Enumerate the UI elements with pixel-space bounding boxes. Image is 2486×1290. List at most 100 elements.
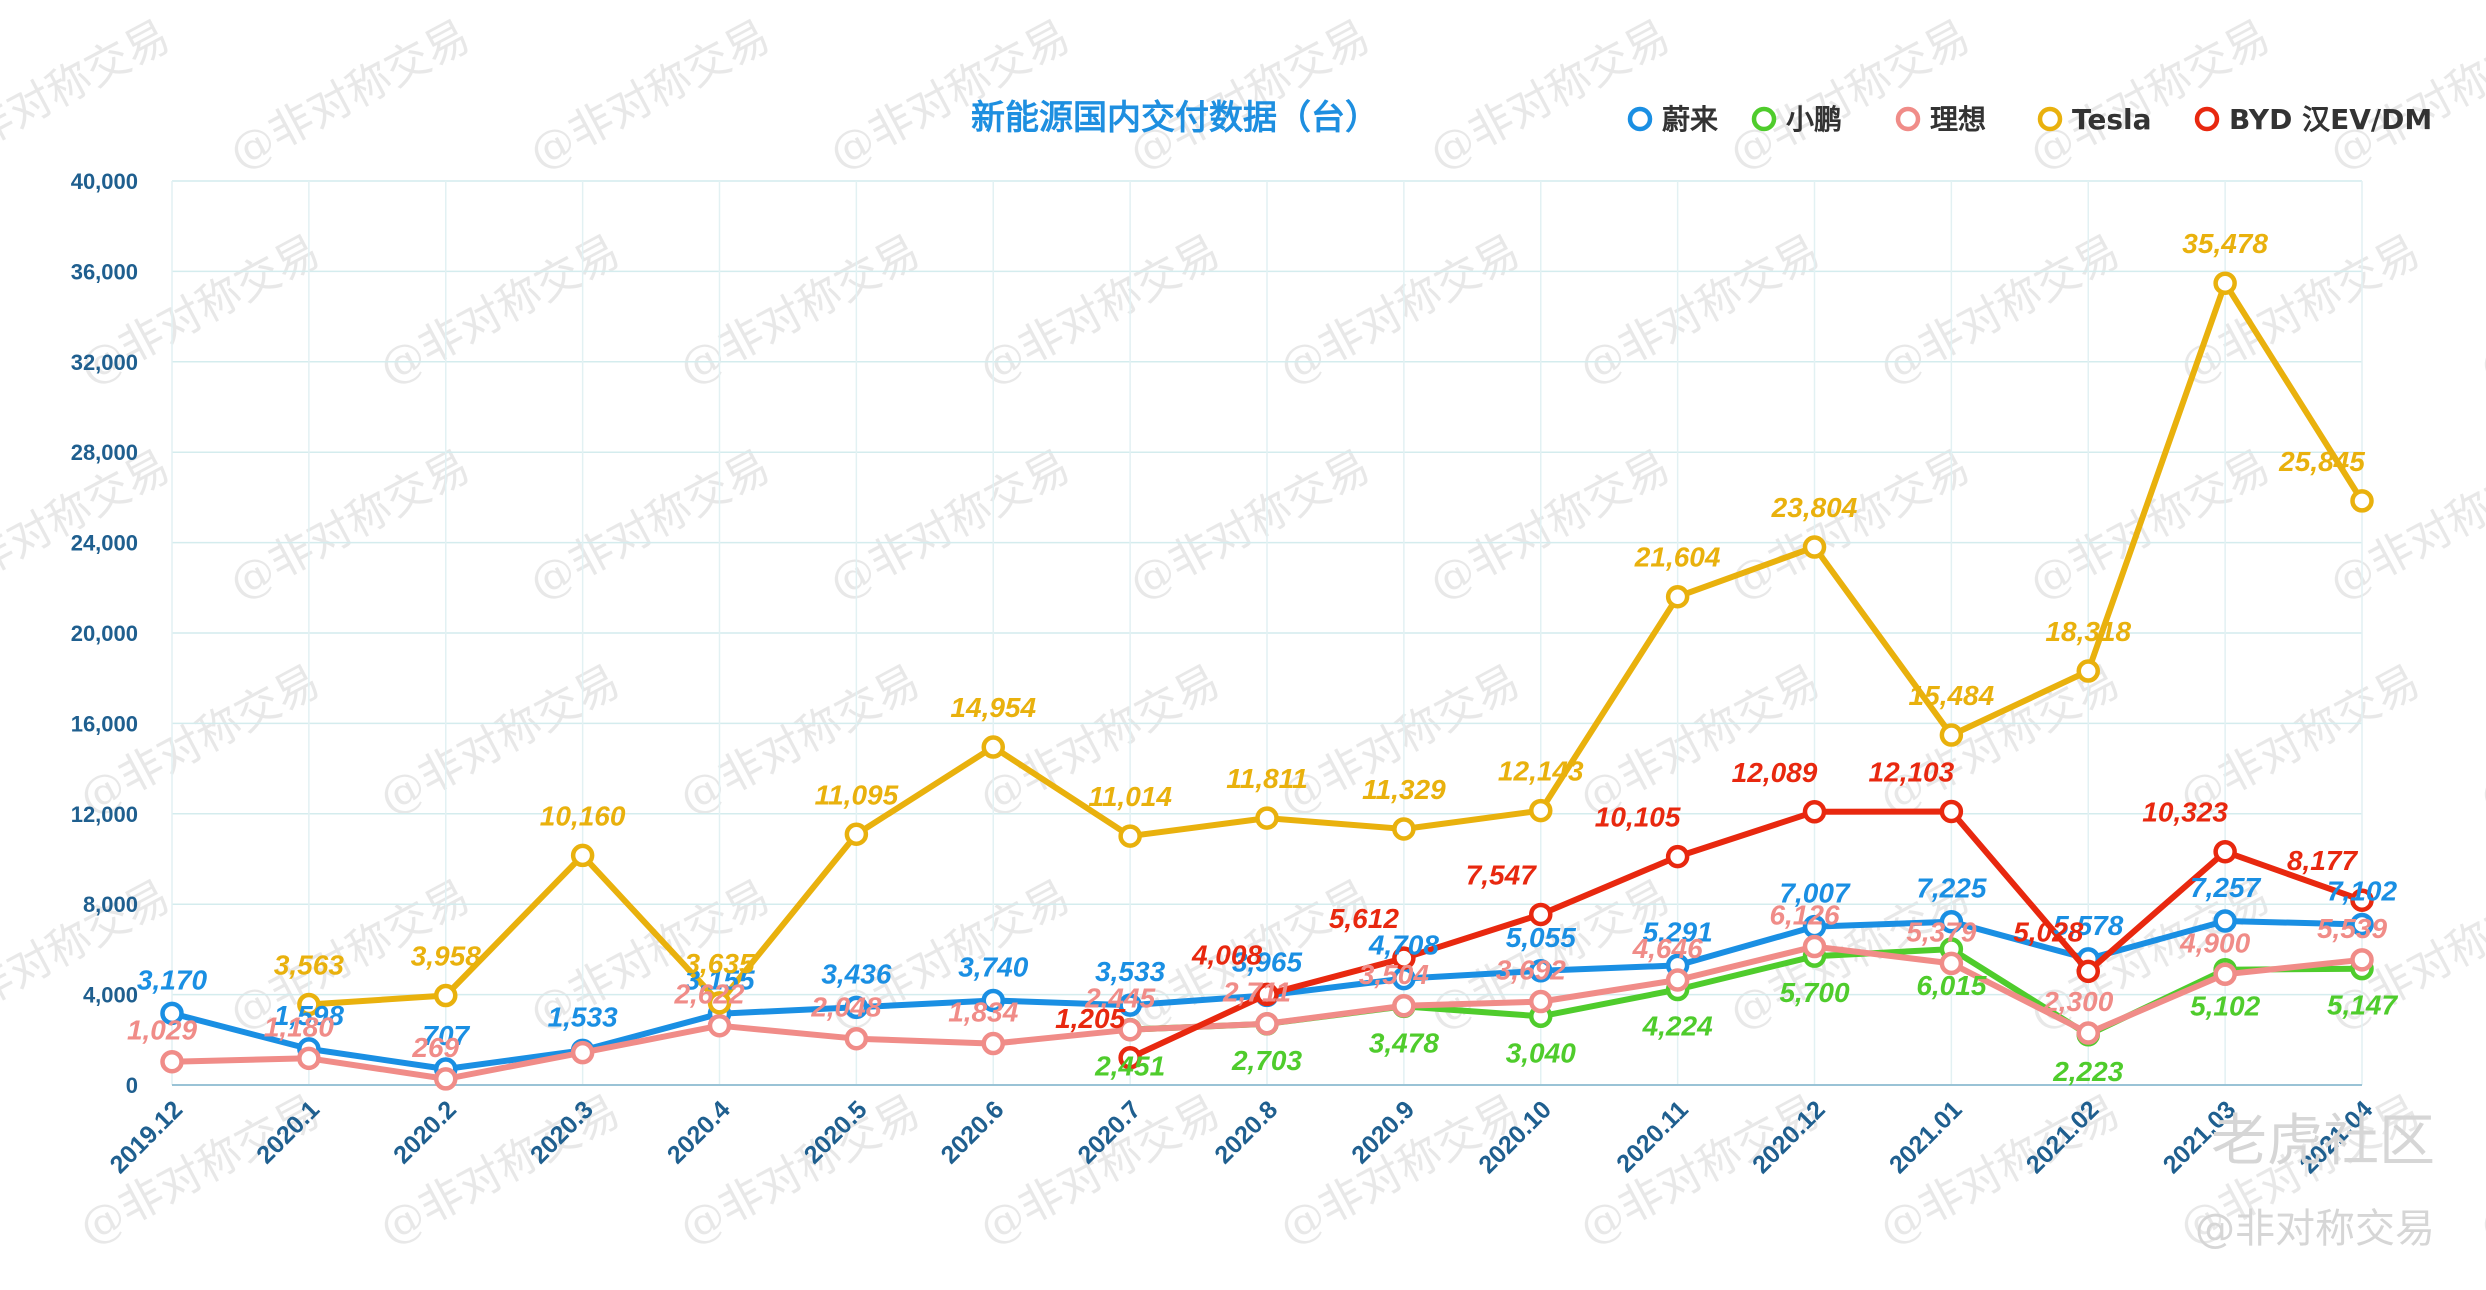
data-label: 18,318 bbox=[2045, 616, 2131, 647]
data-point[interactable] bbox=[1118, 993, 1142, 1017]
data-point[interactable] bbox=[1939, 951, 1964, 976]
data-point[interactable] bbox=[1529, 798, 1553, 823]
watermark-text: @非对称交易 bbox=[1271, 226, 1528, 395]
data-point[interactable] bbox=[1255, 1011, 1279, 1036]
data-point[interactable] bbox=[2350, 912, 2374, 937]
legend-marker-icon bbox=[1627, 106, 1653, 132]
data-label: 5,291 bbox=[1643, 916, 1713, 947]
data-point[interactable] bbox=[1529, 959, 1553, 983]
data-point[interactable] bbox=[844, 995, 869, 1020]
data-label: 1,180 bbox=[264, 1011, 334, 1042]
data-point[interactable] bbox=[1118, 1046, 1142, 1070]
watermark-text: @非对称交易 bbox=[1571, 656, 1828, 825]
y-tick-label: 12,000 bbox=[71, 802, 138, 827]
data-point[interactable] bbox=[981, 1031, 1005, 1056]
data-point[interactable] bbox=[2350, 948, 2374, 972]
series-line bbox=[305, 280, 2365, 1008]
data-point[interactable] bbox=[2350, 888, 2374, 912]
data-point[interactable] bbox=[160, 1001, 184, 1026]
data-label: 7,257 bbox=[2190, 872, 2261, 903]
data-point[interactable] bbox=[707, 991, 732, 1015]
data-point[interactable] bbox=[1802, 934, 1827, 959]
legend-item[interactable]: 理想 bbox=[1895, 103, 1986, 136]
data-label: 5,147 bbox=[2327, 990, 2398, 1021]
data-label: 6,126 bbox=[1769, 900, 1839, 931]
data-label: 1,598 bbox=[274, 1000, 344, 1031]
chart-title: 新能源国内交付数据（台） bbox=[971, 98, 1379, 138]
data-point[interactable] bbox=[844, 1026, 869, 1051]
legend[interactable]: 蔚来 小鹏 理想 Tesla BYD 汉EV/DM bbox=[1627, 103, 2432, 136]
data-point[interactable] bbox=[297, 1046, 321, 1071]
y-tick-label: 8,000 bbox=[83, 892, 138, 917]
watermark-text: @非对称交易 bbox=[521, 441, 778, 610]
legend-item[interactable]: 小鹏 bbox=[1751, 103, 1842, 136]
data-point[interactable] bbox=[2213, 271, 2237, 295]
data-point[interactable] bbox=[160, 1049, 184, 1074]
data-point[interactable] bbox=[2350, 489, 2374, 513]
watermark-text: @非对称交易 bbox=[1121, 441, 1378, 610]
data-point[interactable] bbox=[1255, 982, 1279, 1007]
data-point[interactable] bbox=[1665, 584, 1690, 609]
data-label: 5,700 bbox=[1779, 977, 1849, 1008]
data-point[interactable] bbox=[1255, 806, 1279, 830]
data-label: 11,095 bbox=[815, 779, 899, 810]
data-point[interactable] bbox=[1665, 844, 1690, 869]
watermark-text: @非对称交易 bbox=[2471, 1086, 2486, 1255]
data-point[interactable] bbox=[1118, 1017, 1142, 1042]
data-point[interactable] bbox=[981, 988, 1005, 1013]
data-point[interactable] bbox=[981, 735, 1005, 759]
legend-marker-icon bbox=[2194, 106, 2220, 132]
data-label: 5,055 bbox=[1506, 922, 1576, 953]
data-point[interactable] bbox=[570, 1040, 595, 1065]
data-point[interactable] bbox=[1118, 824, 1142, 848]
data-point[interactable] bbox=[1392, 817, 1416, 841]
watermark-text: @非对称交易 bbox=[1871, 226, 2128, 395]
data-label: 25,845 bbox=[2278, 446, 2365, 477]
data-point[interactable] bbox=[1939, 909, 1964, 934]
data-point[interactable] bbox=[1392, 994, 1416, 1018]
data-label: 3,635 bbox=[684, 948, 754, 979]
data-point[interactable] bbox=[707, 1013, 732, 1038]
data-label: 707 bbox=[422, 1020, 470, 1051]
legend-item[interactable]: 蔚来 bbox=[1627, 103, 1718, 136]
watermark-text: @非对称交易 bbox=[371, 656, 628, 825]
legend-item[interactable]: Tesla bbox=[2037, 103, 2152, 136]
data-label: 35,478 bbox=[2182, 228, 2268, 259]
data-point[interactable] bbox=[1939, 723, 1964, 747]
data-label: 5,612 bbox=[1329, 903, 1399, 934]
data-point[interactable] bbox=[1529, 989, 1553, 1014]
data-point[interactable] bbox=[2076, 1021, 2100, 1045]
data-label: 3,504 bbox=[1359, 959, 1429, 990]
data-point[interactable] bbox=[1392, 946, 1416, 970]
y-tick-label: 4,000 bbox=[83, 983, 138, 1008]
data-point[interactable] bbox=[2213, 839, 2237, 864]
data-point[interactable] bbox=[2213, 962, 2237, 987]
data-label: 3,478 bbox=[1369, 1027, 1439, 1058]
watermark-text: @非对称交易 bbox=[1721, 441, 1978, 610]
watermark-text: @非对称交易 bbox=[2021, 441, 2278, 610]
data-point[interactable] bbox=[1665, 968, 1690, 992]
watermark-text: @非对称交易 bbox=[521, 11, 778, 180]
brand-watermark: 老虎社区 bbox=[2211, 1109, 2435, 1174]
data-point[interactable] bbox=[844, 822, 869, 847]
data-label: 11,811 bbox=[1226, 763, 1307, 794]
legend-item[interactable]: BYD 汉EV/DM bbox=[2194, 103, 2432, 136]
data-point[interactable] bbox=[1802, 535, 1827, 559]
watermark-text: @非对称交易 bbox=[221, 441, 478, 610]
data-point[interactable] bbox=[297, 992, 321, 1017]
data-point[interactable] bbox=[434, 1067, 458, 1091]
watermark-text: @非对称交易 bbox=[0, 441, 178, 610]
data-point[interactable] bbox=[1529, 902, 1553, 927]
data-point[interactable] bbox=[1939, 799, 1964, 824]
data-label: 3,155 bbox=[684, 965, 754, 996]
data-point[interactable] bbox=[2076, 659, 2100, 683]
data-point[interactable] bbox=[570, 843, 595, 868]
watermark-text: @非对称交易 bbox=[1421, 11, 1678, 180]
data-point[interactable] bbox=[434, 983, 458, 1008]
data-label: 6,015 bbox=[1916, 970, 1986, 1001]
data-point[interactable] bbox=[2213, 909, 2237, 933]
data-point[interactable] bbox=[1802, 800, 1827, 824]
data-label: 11,329 bbox=[1362, 774, 1446, 805]
data-point[interactable] bbox=[2076, 959, 2100, 984]
data-label: 3,692 bbox=[1496, 955, 1566, 986]
